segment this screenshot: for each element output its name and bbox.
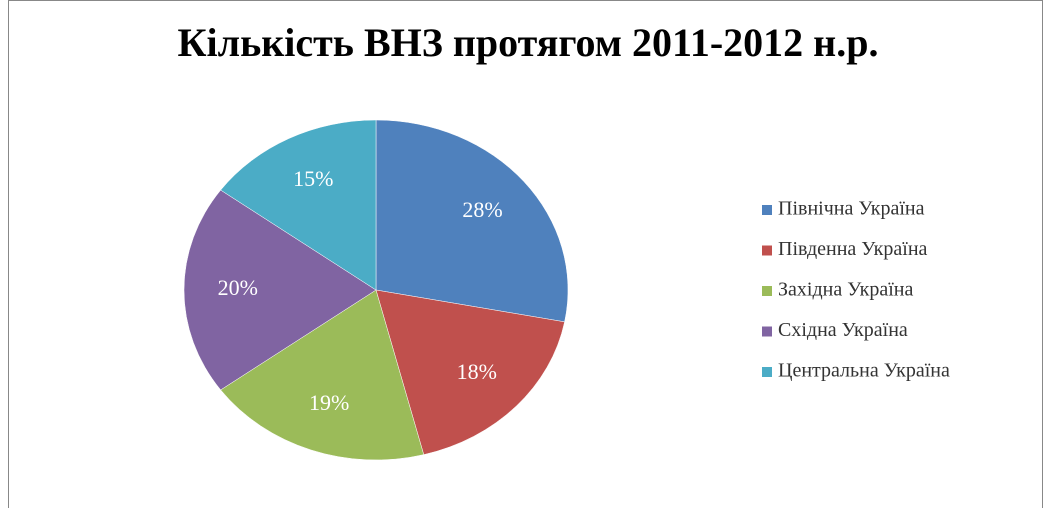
chart-title: Кількість ВНЗ протягом 2011-2012 н.р. (178, 20, 879, 65)
data-label: 15% (293, 166, 333, 191)
legend-label: Північна Україна (778, 198, 925, 220)
data-label: 28% (462, 197, 502, 222)
pie-slice (220, 119, 377, 291)
legend-label: Центральна Україна (778, 360, 950, 382)
pie-slice (375, 119, 569, 323)
pie-slice (375, 289, 565, 455)
pie-slice (183, 189, 377, 391)
legend-swatch (762, 367, 772, 377)
legend-swatch (762, 205, 772, 215)
pie-slice (220, 289, 425, 461)
legend-swatch (762, 245, 772, 256)
legend-label: Південна Україна (778, 238, 928, 260)
data-label: 19% (309, 390, 349, 415)
legend-swatch (762, 286, 772, 296)
legend-swatch (762, 326, 772, 337)
data-label: 20% (218, 275, 258, 300)
legend-label: Західна Україна (778, 279, 913, 301)
data-label: 18% (457, 359, 497, 384)
legend-label: Східна Україна (778, 319, 908, 341)
